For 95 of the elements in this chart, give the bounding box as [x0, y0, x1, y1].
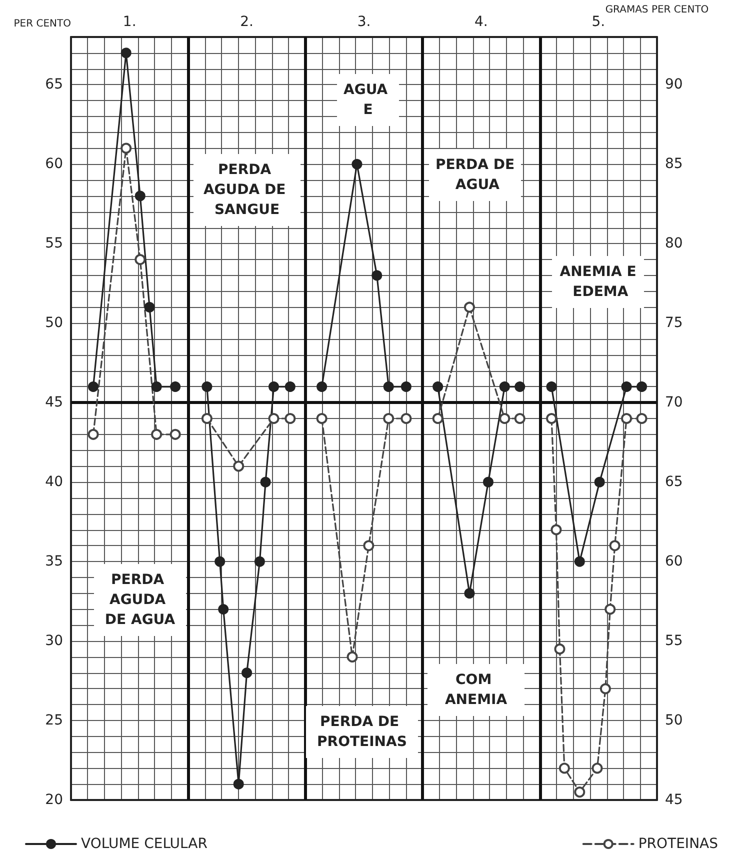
x-tick-label: 1.: [122, 14, 136, 30]
point: [400, 381, 412, 392]
point: [134, 254, 146, 266]
point: [88, 381, 99, 392]
point: [400, 413, 412, 424]
x-tick-label: 2.: [240, 14, 254, 30]
point: [594, 476, 605, 488]
point: [316, 413, 328, 424]
point: [346, 651, 358, 662]
point: [88, 428, 99, 440]
point: [316, 381, 328, 392]
point: [218, 604, 229, 614]
point: [144, 302, 155, 312]
y2-tick-label: 55: [665, 633, 683, 650]
y-tick-label: 60: [45, 156, 63, 172]
y2-axis-title: GRAMAS PER CENTO: [605, 4, 709, 16]
x-tick-label: 5.: [592, 14, 606, 30]
point: [636, 413, 648, 424]
point: [514, 381, 526, 392]
point: [546, 413, 558, 424]
point: [284, 413, 296, 424]
y-tick-label: 35: [45, 554, 63, 570]
y-tick-label: 25: [45, 712, 63, 729]
point: [636, 381, 648, 392]
annotation: COM ANEMIA: [444, 672, 508, 708]
point: [546, 381, 557, 392]
point: [499, 381, 510, 392]
y-tick-label: 20: [45, 792, 63, 808]
y2-tick-label: 75: [665, 315, 683, 332]
y-tick-label: 50: [45, 315, 63, 332]
point: [242, 668, 252, 678]
annotation: PERDA DE AGUA: [435, 157, 515, 193]
x-tick-label: 3.: [357, 14, 371, 30]
annotation: AGUA E: [344, 82, 392, 118]
point: [432, 413, 444, 424]
point: [621, 381, 632, 392]
point: [383, 413, 394, 424]
point: [592, 762, 603, 774]
legend-label: PROTEINAS: [638, 836, 718, 852]
y-axis-title: PER CENTO: [14, 18, 72, 30]
point: [574, 786, 586, 798]
annotation: PERDA AGUDA DE AGUA: [104, 572, 176, 628]
point: [268, 413, 280, 424]
y2-tick-label: 65: [665, 474, 683, 490]
point: [383, 381, 394, 392]
point: [214, 556, 226, 567]
point: [151, 381, 162, 392]
annotation: PERDA DE PROTEINAS: [317, 714, 407, 750]
point: [201, 413, 212, 424]
point: [170, 381, 181, 392]
point: [260, 476, 271, 488]
point: [464, 588, 475, 599]
point: [120, 142, 132, 154]
point: [550, 524, 562, 536]
point: [233, 460, 244, 472]
point: [514, 413, 526, 424]
y-tick-label: 45: [45, 394, 63, 411]
point: [284, 381, 296, 392]
y-tick-label: 40: [45, 474, 63, 490]
point: [558, 762, 570, 774]
y2-tick-label: 60: [665, 554, 683, 570]
point: [482, 476, 494, 488]
legend-label: VOLUME CELULAR: [81, 836, 208, 852]
point: [363, 540, 374, 552]
y2-tick-label: 90: [665, 76, 683, 93]
point: [202, 381, 212, 392]
point: [120, 48, 132, 58]
point: [464, 302, 475, 313]
y2-tick-label: 70: [665, 394, 683, 411]
point: [233, 778, 244, 790]
y2-tick-label: 85: [665, 156, 683, 172]
point: [499, 413, 510, 424]
y-tick-label: 30: [45, 633, 63, 650]
point: [170, 428, 181, 440]
point: [151, 428, 162, 440]
point: [268, 381, 280, 392]
point: [372, 270, 382, 281]
y2-tick-label: 45: [665, 792, 683, 808]
annotation: ANEMIA E EDEMA: [560, 264, 636, 300]
point: [600, 683, 611, 694]
y2-tick-label: 80: [665, 236, 683, 252]
y-tick-label: 55: [45, 236, 63, 252]
y2-tick-label: 50: [665, 712, 683, 729]
x-tick-label: 4.: [474, 14, 488, 30]
point: [352, 158, 362, 170]
annotation: PERDA AGUDA DE SANGUE: [203, 162, 291, 218]
point: [554, 643, 566, 654]
point: [134, 190, 146, 202]
point: [609, 540, 620, 552]
point: [621, 413, 632, 424]
point: [574, 556, 585, 567]
point: [254, 556, 265, 567]
point: [432, 381, 444, 392]
y-tick-label: 65: [45, 76, 63, 93]
point: [604, 604, 616, 615]
